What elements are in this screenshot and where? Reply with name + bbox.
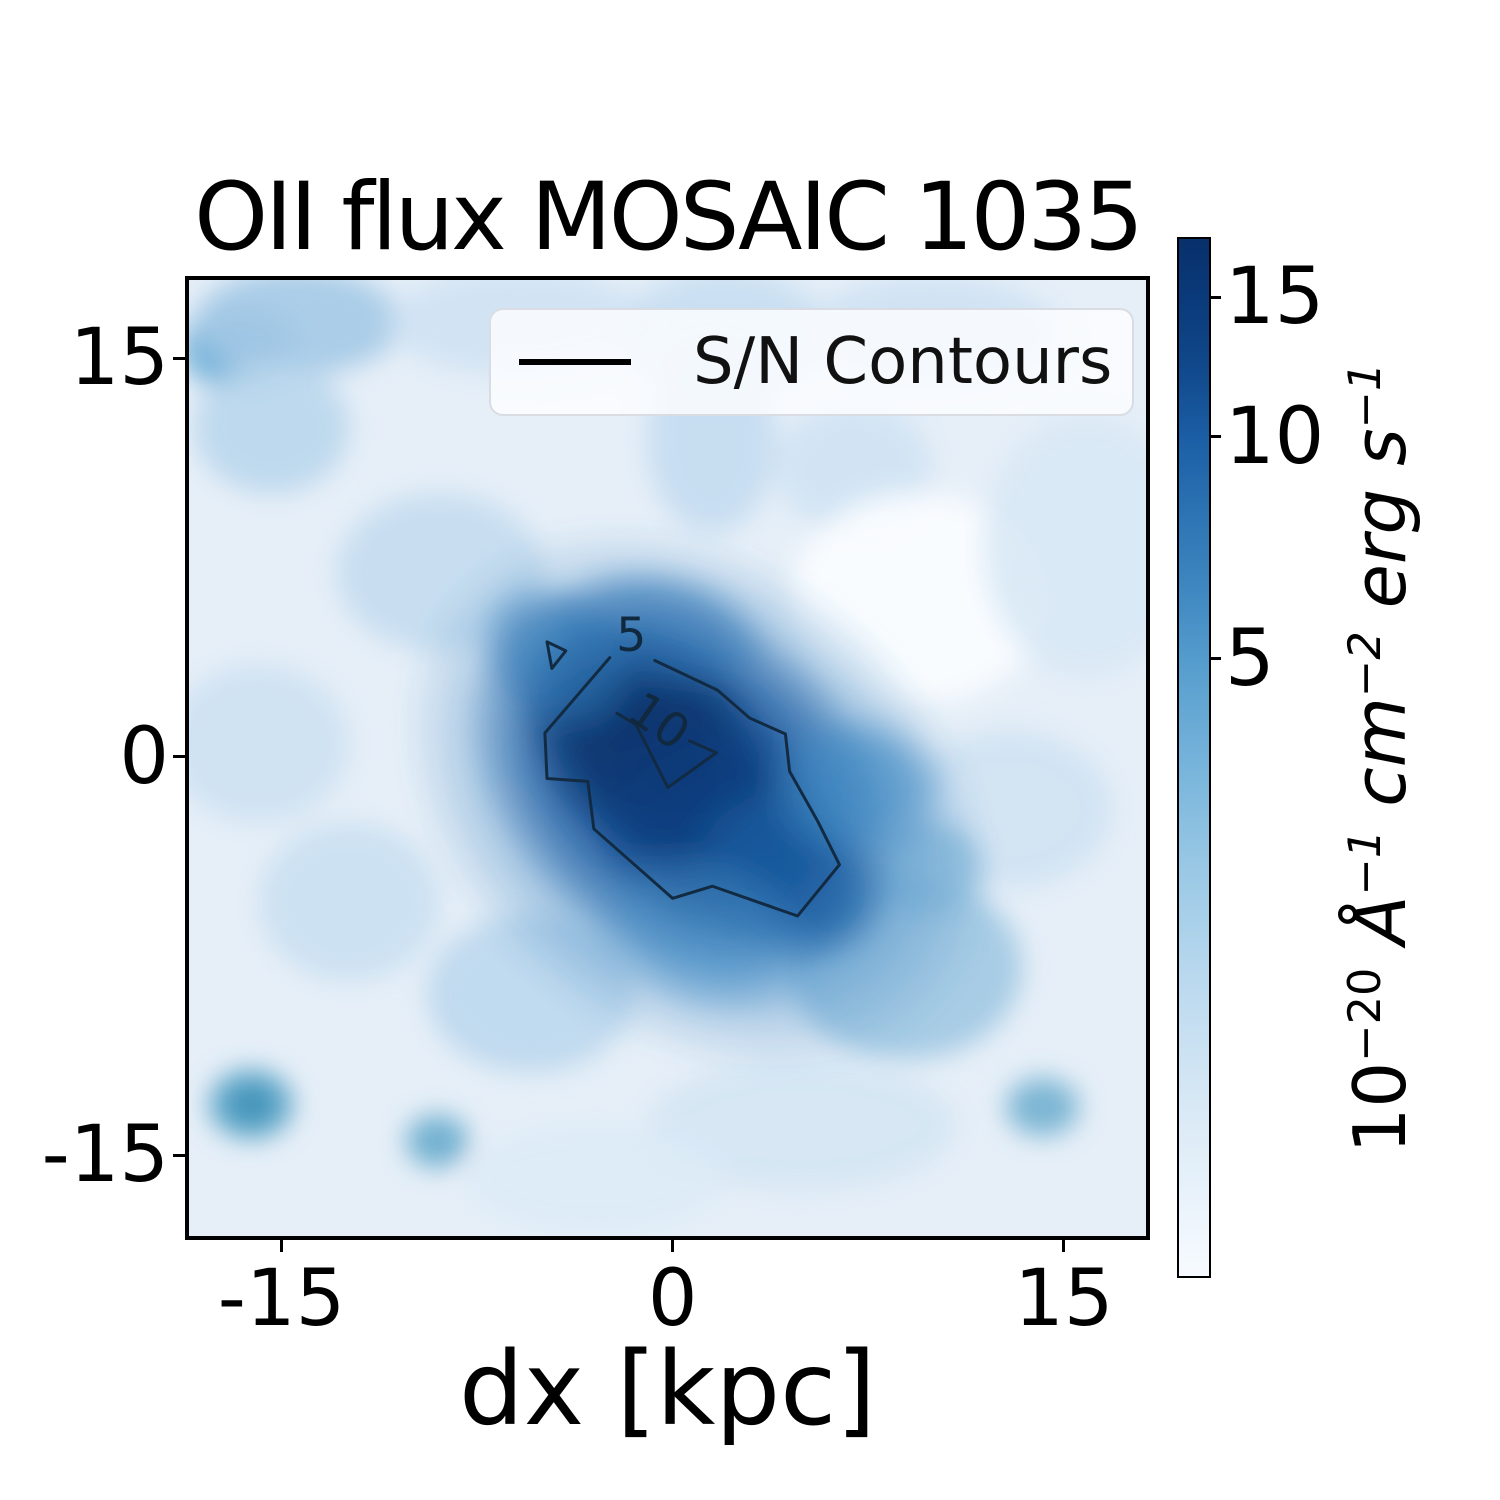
heatmap-blob <box>755 709 953 868</box>
noise-patch <box>258 822 440 981</box>
contour-path-10 <box>615 711 718 789</box>
noise-patch <box>194 361 350 494</box>
legend-line-sample <box>519 359 631 365</box>
source-blobs <box>400 523 992 1075</box>
colorbar-tick-mark <box>1211 435 1221 439</box>
colorbar-tick-label: 15 <box>1225 252 1325 343</box>
colorbar-tick-mark <box>1211 295 1221 299</box>
x-tick-mark <box>280 1240 283 1252</box>
x-tick-label: 15 <box>1014 1254 1114 1344</box>
x-tick-mark <box>671 1240 675 1252</box>
noise-patch <box>465 1125 725 1231</box>
y-tick-label: 0 <box>119 711 169 802</box>
colorbar-unit-segment: Å−1 <box>1338 829 1422 968</box>
contour-label-5: 5 <box>616 608 646 663</box>
noise-patch <box>646 1059 958 1192</box>
legend-box: S/N Contours <box>489 308 1134 416</box>
plot-title: OII flux MOSAIC 1035 <box>194 163 1144 272</box>
y-tick-label: 15 <box>69 313 169 404</box>
y-tick-label: -15 <box>41 1110 169 1201</box>
colorbar-unit-segment: erg s−1 <box>1338 362 1422 632</box>
noise-patch <box>235 1091 267 1118</box>
heatmap-axes: 5 10 <box>185 276 1150 1240</box>
colorbar-unit-segment: cm−2 <box>1338 631 1422 830</box>
y-tick-mark <box>173 1153 185 1157</box>
noise-patch <box>1006 1077 1079 1136</box>
colorbar-tick-label: 10 <box>1225 391 1325 482</box>
y-tick-mark <box>173 356 185 360</box>
contour-path-5 <box>545 640 568 670</box>
colorbar-tick-label: 5 <box>1225 613 1275 704</box>
legend-label: S/N Contours <box>693 325 1113 399</box>
heatmap-canvas: 510 <box>189 280 1146 1231</box>
x-tick-mark <box>1062 1240 1066 1252</box>
x-tick-label: 0 <box>647 1254 698 1344</box>
contour-path-5 <box>543 656 841 918</box>
heatmap-blob <box>583 840 824 1021</box>
x-axis-label: dx [kpc] <box>458 1330 876 1449</box>
noise-patch <box>406 1114 469 1168</box>
noise-patch <box>983 414 1146 678</box>
x-tick-label: -15 <box>217 1254 346 1344</box>
colorbar-unit-label: 10−20 Å−1 cm−2 erg s−1 <box>1338 363 1422 1154</box>
colorbar-unit-segment: 10−20 <box>1338 967 1422 1154</box>
colorbar-tick-mark <box>1211 657 1221 661</box>
noise-patch <box>189 664 350 823</box>
y-tick-mark <box>173 755 185 759</box>
colorbar <box>1177 237 1211 1278</box>
noise-patch <box>194 280 402 375</box>
